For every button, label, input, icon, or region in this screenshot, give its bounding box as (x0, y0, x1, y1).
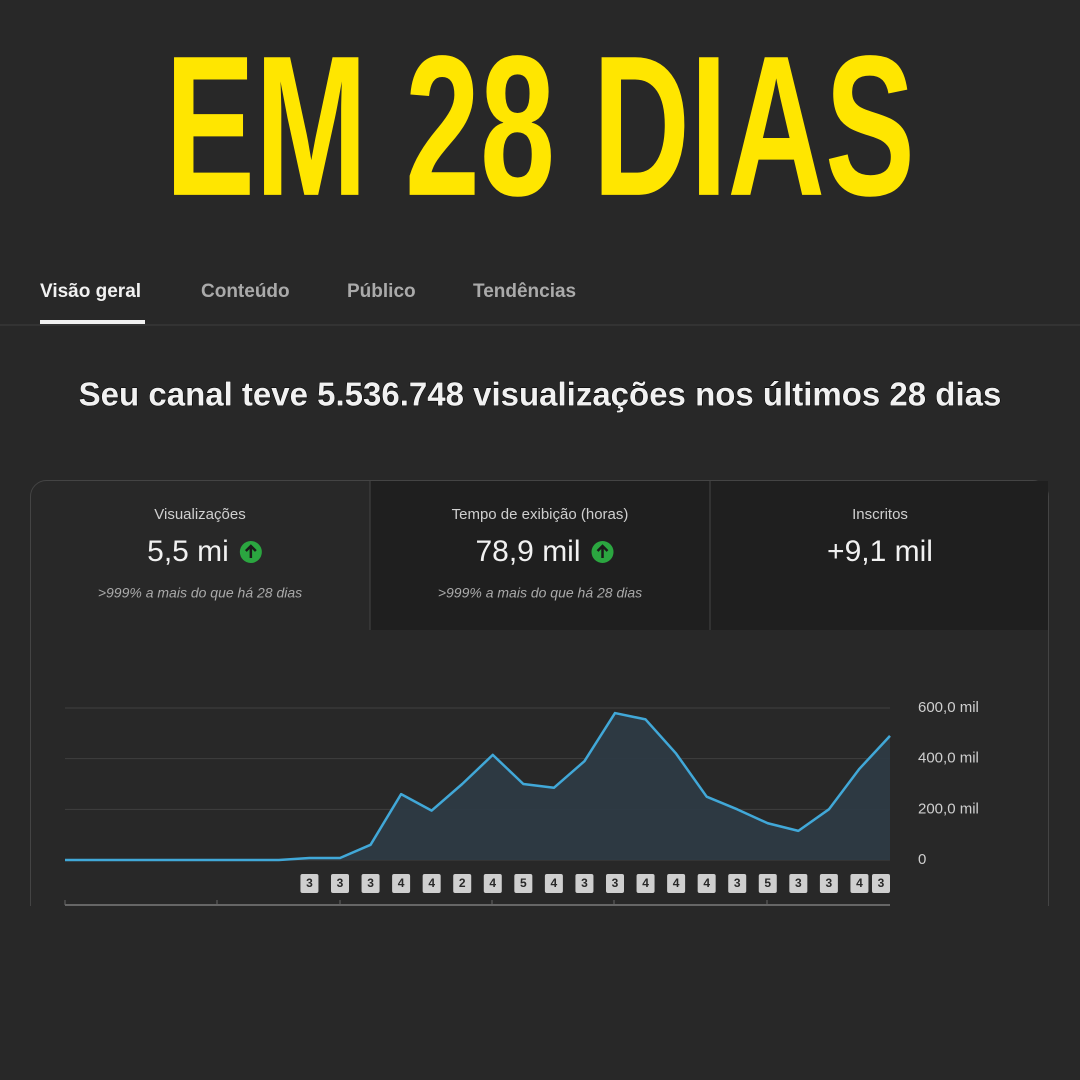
card-label: Visualizações (154, 506, 245, 523)
badge (850, 874, 869, 893)
badge (331, 874, 349, 893)
y-tick-label: 600,0 mil (918, 699, 979, 716)
badge (872, 874, 890, 893)
badge (819, 874, 838, 893)
badge-label: 2 (459, 876, 466, 890)
badge (483, 874, 502, 893)
badge (361, 874, 380, 893)
card-value: 78,9 mil (475, 535, 580, 568)
banner-title: EM 28 DIAS (165, 15, 915, 238)
badge (300, 874, 319, 893)
badge (667, 874, 686, 893)
card-note: >999% a mais do que há 28 dias (98, 585, 302, 601)
tab[interactable]: Tendências (473, 281, 576, 302)
badge (636, 874, 655, 893)
badge-label: 3 (734, 876, 741, 890)
chart: 0 200,0 mil 400,0 mil 600,0 mil 3 3 3 4 4 2 4 5 4 3 3 4… (64, 699, 979, 906)
badge (789, 874, 808, 893)
badge (728, 874, 747, 893)
badge-label: 5 (520, 876, 527, 890)
badge-label: 3 (306, 876, 313, 890)
badge-label: 3 (795, 876, 802, 890)
badge-label: 4 (398, 876, 405, 890)
badge-label: 4 (673, 876, 680, 890)
badge-label: 3 (878, 876, 885, 890)
badge-label: 3 (337, 876, 344, 890)
y-tick-label: 400,0 mil (918, 750, 979, 767)
badge (697, 874, 716, 893)
up-arrow (596, 544, 609, 558)
badge (606, 874, 624, 893)
badge-label: 5 (764, 876, 771, 890)
card-note: >999% a mais do que há 28 dias (438, 585, 642, 601)
badge-label: 3 (581, 876, 588, 890)
headline: Seu canal teve 5.536.748 visualizações n… (79, 376, 1002, 413)
tab[interactable]: Público (347, 281, 416, 302)
tab[interactable]: Conteúdo (201, 281, 290, 302)
card-value: +9,1 mil (827, 535, 933, 568)
badge (575, 874, 594, 893)
y-tick-label: 200,0 mil (918, 800, 979, 817)
tabs: Visão geral Conteúdo Público Tendências (40, 281, 576, 302)
badge (392, 874, 411, 893)
badge (422, 874, 441, 893)
badge-label: 4 (703, 876, 710, 890)
tab[interactable]: Visão geral (40, 281, 141, 302)
card-value: 5,5 mi (147, 535, 229, 568)
line (65, 711, 891, 862)
badge-label: 4 (428, 876, 435, 890)
badge-label: 4 (856, 876, 863, 890)
badge (514, 874, 533, 893)
badge-label: 3 (367, 876, 374, 890)
badge (544, 874, 563, 893)
area (65, 713, 890, 860)
card-bg (370, 481, 1048, 630)
badge (758, 874, 777, 893)
badge-label: 4 (489, 876, 496, 890)
badge-label: 4 (642, 876, 649, 890)
cards: Visualizações 5,5 mi >999% a mais do que h… (98, 506, 933, 601)
badge-label: 4 (551, 876, 558, 890)
badge (453, 874, 472, 893)
badge-label: 3 (612, 876, 619, 890)
badge-label: 3 (826, 876, 833, 890)
card-label: Tempo de exibição (horas) (452, 506, 629, 523)
card-label: Inscritos (852, 506, 908, 523)
cutoff (0, 906, 1080, 1080)
tab-underline (40, 320, 145, 324)
up-arrow (244, 544, 257, 558)
y-tick-label: 0 (918, 851, 926, 868)
